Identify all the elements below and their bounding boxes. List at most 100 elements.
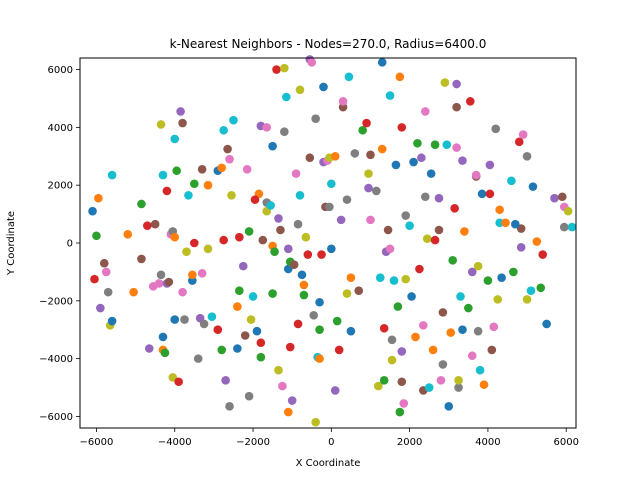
data-point [442, 140, 452, 150]
data-point [164, 277, 174, 287]
data-point [225, 402, 234, 411]
data-point [430, 235, 440, 245]
data-point [180, 315, 189, 324]
data-point [256, 352, 266, 362]
data-point [413, 138, 422, 148]
x-tick-label: 6000 [553, 437, 578, 448]
data-point [420, 192, 430, 202]
data-point [389, 276, 399, 285]
data-point [233, 344, 242, 353]
data-point [491, 124, 501, 134]
data-point [219, 235, 228, 245]
data-point [436, 376, 446, 385]
data-point [244, 391, 254, 401]
data-point [170, 232, 180, 242]
x-tick-label: 4000 [475, 437, 500, 448]
y-tick-label: −6000 [39, 412, 73, 423]
data-point [507, 176, 516, 186]
data-point [238, 261, 248, 271]
data-point [397, 377, 407, 387]
data-point [420, 107, 430, 116]
data-point [452, 102, 461, 112]
data-point [438, 308, 448, 317]
data-point [293, 319, 303, 329]
data-point [558, 192, 567, 202]
data-point [393, 302, 403, 311]
data-point [240, 331, 250, 340]
data-point [287, 396, 297, 405]
data-point [385, 91, 395, 100]
data-point [424, 383, 434, 392]
data-point [477, 189, 487, 199]
data-point [473, 326, 483, 336]
y-tick-label: 0 [67, 239, 73, 250]
data-point [536, 283, 546, 293]
data-point [252, 326, 262, 336]
data-point [197, 269, 207, 278]
data-point [317, 250, 326, 259]
data-point [88, 206, 97, 216]
data-point [366, 150, 375, 160]
data-point [428, 345, 438, 355]
y-tick-label: 4000 [48, 123, 73, 134]
data-point [518, 130, 528, 139]
data-point [391, 160, 401, 170]
data-point [467, 351, 477, 361]
data-point [99, 258, 109, 268]
data-point [377, 144, 387, 154]
data-point [479, 380, 489, 389]
data-point [213, 325, 223, 335]
data-point [409, 157, 418, 167]
data-point [293, 219, 303, 229]
y-axis-label: Y Coordinate [6, 211, 17, 276]
data-point [233, 302, 242, 311]
data-point [276, 225, 285, 235]
data-point [297, 270, 307, 280]
data-point [137, 199, 146, 209]
data-point [516, 243, 526, 252]
data-point [374, 381, 383, 391]
y-tick-label: 6000 [48, 65, 73, 76]
data-point [450, 204, 459, 213]
data-point [193, 354, 203, 363]
data-point [466, 97, 475, 106]
data-point [307, 58, 317, 67]
data-point [538, 250, 548, 259]
data-point [315, 297, 324, 307]
data-point [334, 345, 344, 355]
data-point [473, 261, 483, 271]
data-point [272, 65, 281, 74]
data-point [452, 143, 461, 152]
data-point [103, 287, 113, 297]
data-point [309, 310, 319, 320]
data-point [262, 123, 272, 132]
data-point [467, 267, 477, 277]
data-point [268, 141, 277, 151]
x-tick-label: 0 [328, 437, 334, 448]
chart-title: k-Nearest Neighbors - Nodes=270.0, Radiu… [170, 37, 487, 51]
data-point [283, 407, 293, 417]
data-point [289, 260, 299, 269]
data-point [203, 180, 213, 190]
data-point [516, 224, 526, 233]
data-point [184, 191, 193, 200]
data-point [101, 267, 111, 277]
data-point [162, 186, 172, 196]
data-point [90, 274, 99, 284]
data-point [168, 373, 178, 382]
data-point [156, 120, 166, 129]
data-point [274, 214, 283, 223]
data-point [182, 247, 191, 256]
data-point [511, 219, 520, 229]
data-point [358, 125, 367, 135]
data-point [158, 332, 168, 342]
data-point [532, 237, 542, 246]
data-point [148, 282, 158, 291]
data-point [266, 201, 275, 210]
data-point [401, 274, 411, 284]
data-point [362, 118, 371, 128]
data-point [319, 82, 328, 92]
data-point [330, 386, 340, 395]
data-point [430, 140, 440, 150]
data-point [483, 276, 493, 285]
